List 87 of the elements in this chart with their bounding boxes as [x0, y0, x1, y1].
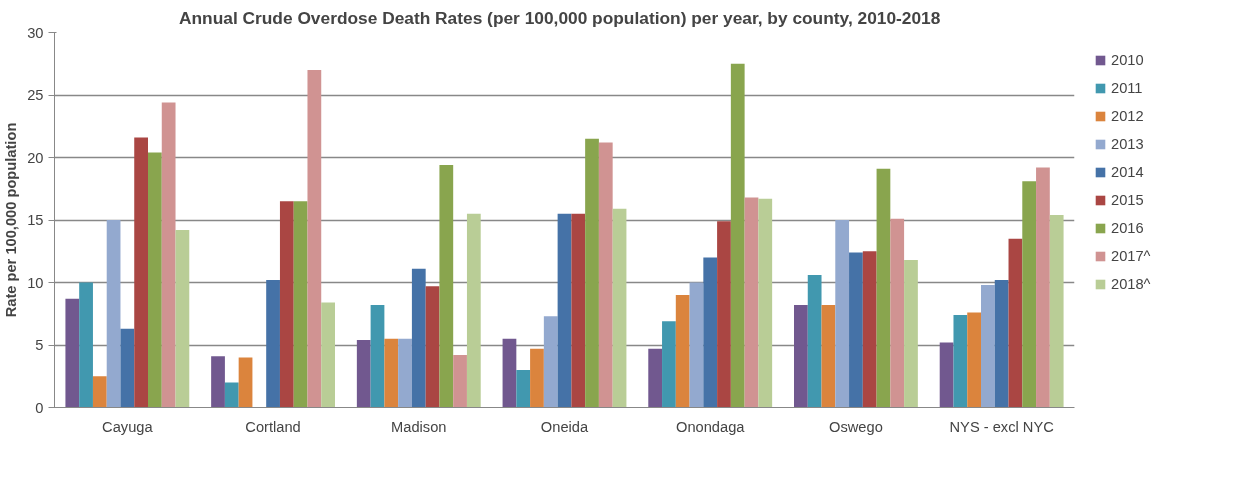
bar [411, 268, 426, 408]
bar [598, 142, 613, 408]
bar [675, 295, 690, 408]
bar [689, 282, 704, 408]
bar [758, 198, 773, 408]
bar [876, 168, 891, 408]
chart-title: Annual Crude Overdose Death Rates (per 100,000 population) per year, by county, 2010-2018 [178, 7, 941, 28]
x-tick-label: NYS - excl NYC [949, 418, 1055, 435]
bar [703, 257, 718, 408]
bar [1008, 238, 1023, 408]
legend-label: 2017^ [1111, 248, 1151, 264]
bar [967, 312, 981, 408]
y-tick-label: 25 [27, 87, 44, 103]
y-tick-label: 15 [27, 212, 44, 228]
bar [238, 357, 253, 408]
legend-label: 2013 [1111, 136, 1144, 152]
bar [134, 137, 148, 408]
bar [1049, 215, 1064, 408]
bar [224, 382, 239, 408]
y-tick-label: 20 [27, 149, 44, 166]
bar [321, 302, 335, 408]
bar [939, 342, 954, 408]
bar [398, 338, 412, 408]
legend-label: 2016 [1111, 220, 1144, 236]
bar [92, 376, 107, 408]
y-tick-label: 30 [27, 24, 44, 41]
bar [717, 221, 731, 408]
bar [516, 370, 531, 408]
x-tick-label: Oswego [829, 418, 883, 435]
bar [662, 321, 676, 408]
x-tick-label: Onondaga [675, 418, 746, 435]
y-tick-label: 10 [27, 274, 44, 291]
bar [148, 152, 162, 408]
bar [279, 201, 294, 408]
bar [1036, 167, 1050, 408]
bar [794, 305, 808, 408]
legend-label: 2014 [1111, 164, 1144, 180]
bar [211, 356, 225, 408]
bar [161, 102, 176, 408]
bar [439, 165, 454, 408]
bar [65, 298, 80, 408]
legend-label: 2010 [1111, 52, 1144, 68]
bar [106, 220, 121, 408]
bar [994, 280, 1009, 408]
bar [120, 328, 135, 408]
bar [744, 197, 759, 408]
x-tick-label: Cortland [245, 418, 301, 435]
bar [453, 355, 467, 408]
bar [585, 138, 599, 408]
x-tick-label: Oneida [540, 418, 589, 435]
x-tick-label: Cayuga [102, 418, 154, 435]
bar [730, 63, 745, 408]
legend-label: 2012 [1111, 108, 1144, 124]
bar [1022, 181, 1037, 408]
bar [557, 213, 572, 408]
legend-label: 2011 [1111, 80, 1143, 96]
bar [648, 348, 663, 408]
bar [79, 282, 93, 408]
bar [612, 208, 627, 408]
bar [849, 252, 863, 408]
bar [890, 218, 905, 408]
bar [175, 230, 190, 408]
legend-label: 2018^ [1111, 276, 1151, 292]
bar [807, 275, 822, 408]
bar [266, 280, 280, 408]
bar [384, 338, 399, 408]
bar [466, 213, 481, 408]
bar [862, 251, 877, 408]
bar [370, 305, 385, 408]
bar [953, 315, 968, 408]
bar [835, 220, 850, 408]
bar [425, 286, 440, 408]
bar [543, 316, 558, 408]
y-tick-label: 0 [35, 399, 44, 416]
bar [821, 305, 836, 408]
y-tick-label: 5 [35, 337, 44, 353]
bar [981, 285, 995, 408]
bar [293, 201, 308, 408]
bar [571, 213, 586, 408]
bar [904, 260, 918, 408]
bar [530, 348, 544, 408]
x-tick-label: Madison [391, 418, 447, 435]
y-axis-title: Rate per 100,000 population [3, 122, 20, 318]
bar [502, 338, 517, 408]
bar [356, 340, 371, 408]
legend-label: 2015 [1111, 192, 1144, 208]
bar [307, 70, 322, 408]
